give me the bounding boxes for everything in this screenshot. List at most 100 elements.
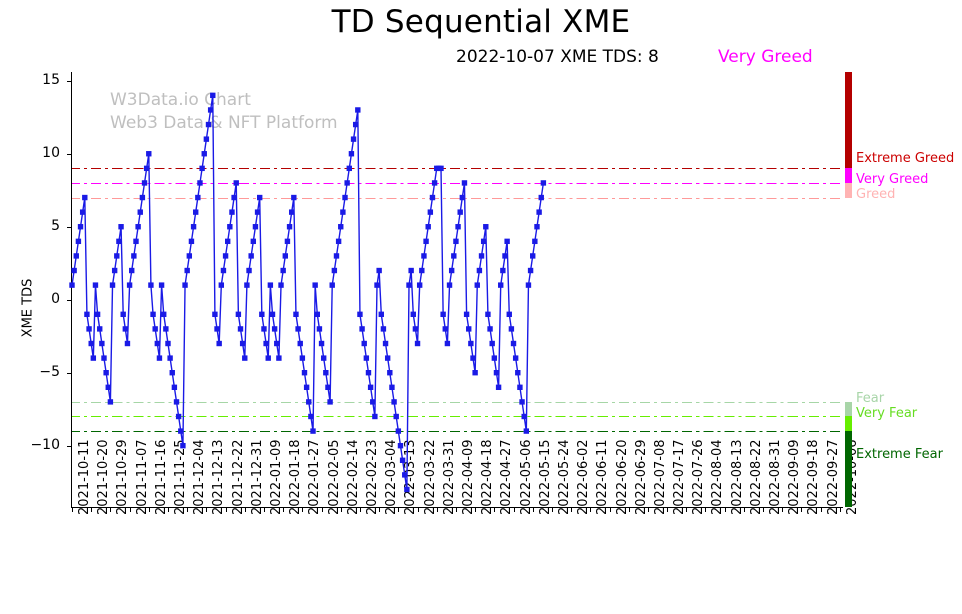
data-point [355, 107, 361, 113]
x-tick-mark [667, 507, 669, 512]
x-tick-mark [647, 507, 649, 512]
x-tick-mark [513, 507, 515, 512]
band-label-extreme-greed: Extreme Greed [856, 150, 955, 166]
data-point [250, 238, 257, 245]
data-point [242, 355, 248, 361]
data-point [510, 340, 517, 347]
y-tick-mark [67, 372, 72, 374]
x-tick-mark [475, 507, 477, 512]
x-tick-mark [782, 507, 784, 512]
data-point [410, 311, 416, 318]
data-point [525, 282, 532, 288]
threshold-line-extreme-greed [72, 168, 842, 170]
data-point [167, 355, 173, 361]
x-tick-mark [263, 507, 265, 512]
data-point [493, 370, 500, 376]
data-point [284, 238, 291, 245]
data-point [389, 384, 395, 391]
data-point [105, 384, 111, 391]
data-point [207, 107, 214, 113]
data-point [75, 238, 82, 245]
color-band-extreme-fear-band [845, 431, 852, 507]
data-point [359, 326, 365, 332]
data-point [239, 340, 246, 347]
data-point [141, 180, 148, 186]
data-point [265, 355, 271, 361]
data-point [448, 267, 455, 274]
data-point [146, 151, 152, 157]
x-tick-mark [571, 507, 573, 512]
data-point [395, 428, 402, 434]
data-point [137, 209, 143, 215]
data-point [438, 165, 444, 172]
data-point [325, 384, 331, 391]
data-point [474, 282, 480, 288]
data-point [404, 486, 410, 493]
data-point [348, 151, 355, 157]
y-tick-label-1: 10 [42, 144, 60, 161]
data-point [212, 311, 218, 318]
x-tick-mark [801, 507, 803, 512]
x-tick-mark [225, 507, 227, 512]
data-point [193, 209, 199, 215]
watermark-line2: Web3 Data & NFT Platform [110, 113, 338, 133]
data-point [431, 180, 438, 186]
y-tick-mark [67, 80, 72, 82]
data-point [220, 267, 227, 274]
data-point [327, 399, 333, 405]
data-point [350, 136, 357, 142]
y-tick-label-4: −5 [39, 363, 60, 380]
data-point [165, 340, 171, 347]
data-point [365, 370, 372, 376]
data-point [506, 311, 512, 318]
subtitle-tds: 2022-10-07 XME TDS: 8 [456, 47, 659, 67]
data-point [427, 209, 434, 215]
data-point [286, 224, 293, 230]
x-tick-mark [551, 507, 553, 512]
data-point [308, 413, 314, 420]
data-point [384, 355, 391, 361]
data-point [233, 180, 239, 186]
data-point [122, 326, 129, 332]
x-tick-mark [417, 507, 419, 512]
data-point [94, 311, 101, 318]
data-point [301, 370, 308, 376]
data-point [495, 384, 502, 391]
data-point [521, 413, 527, 420]
threshold-line-extreme-fear [72, 431, 842, 433]
data-point [502, 253, 508, 259]
data-point [444, 340, 451, 347]
data-point [363, 355, 370, 361]
data-point [88, 340, 94, 347]
data-point [175, 413, 182, 420]
x-tick-mark [167, 507, 169, 512]
data-point [188, 238, 195, 245]
data-point [382, 340, 389, 347]
y-tick-label-2: 5 [51, 217, 60, 234]
data-point [216, 340, 222, 347]
data-point [90, 355, 97, 361]
data-point [244, 282, 250, 288]
data-point [527, 267, 534, 274]
data-point [84, 311, 90, 318]
data-point [536, 209, 542, 215]
data-point [425, 224, 431, 230]
x-tick-mark [455, 507, 457, 512]
data-point [229, 209, 235, 215]
data-point [442, 326, 448, 332]
data-point [338, 224, 344, 230]
data-point [423, 238, 429, 245]
data-point [429, 194, 436, 201]
subtitle-mood: Very Greed [718, 47, 813, 67]
data-point [257, 194, 263, 201]
data-point [466, 326, 472, 332]
data-point [519, 399, 525, 405]
data-point [158, 282, 165, 288]
data-point [79, 209, 86, 215]
data-point [472, 370, 478, 376]
data-point [333, 253, 340, 259]
data-point [372, 413, 378, 420]
data-point [169, 370, 175, 376]
data-point [274, 340, 280, 347]
data-point [331, 267, 338, 274]
